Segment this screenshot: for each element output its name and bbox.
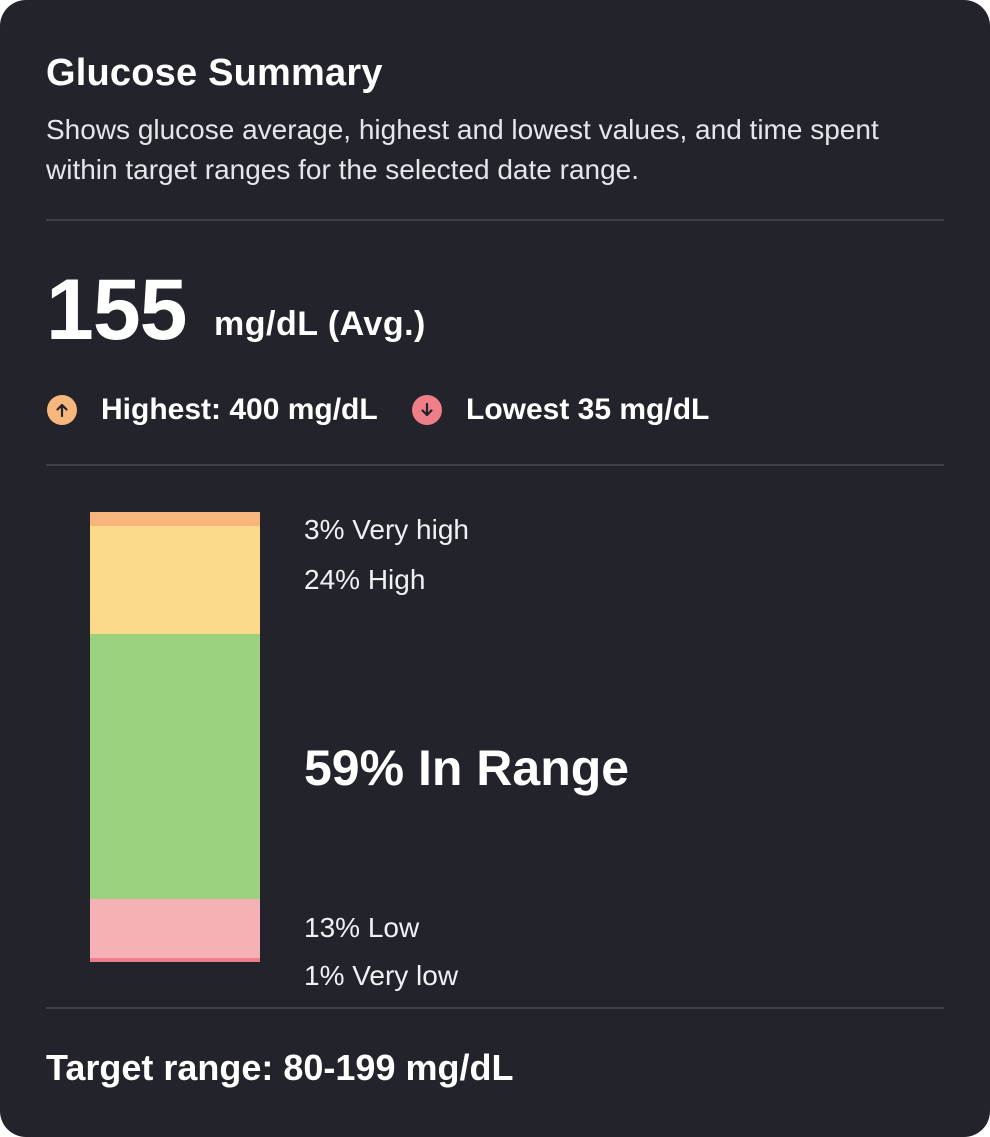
- card-title: Glucose Summary: [46, 52, 383, 94]
- bar-segment-high: [90, 525, 260, 634]
- highest-label: Highest: 400 mg/dL: [101, 393, 378, 426]
- range-label-very-high: 3% Very high: [304, 514, 469, 545]
- bar-segment-low: [90, 899, 260, 958]
- average-unit-label: mg/dL (Avg.): [214, 305, 426, 343]
- lowest-stat: Lowest 35 mg/dL: [412, 390, 709, 430]
- bar-segment-in-range: [90, 633, 260, 899]
- average-value: 155: [46, 262, 187, 358]
- range-label-low: 13% Low: [304, 912, 420, 943]
- range-label-high: 24% High: [304, 564, 426, 595]
- target-range-label: Target range: 80-199 mg/dL: [46, 1047, 514, 1088]
- bar-segment-very-low: [90, 957, 260, 962]
- divider: [46, 219, 944, 221]
- card-description: Shows glucose average, highest and lowes…: [46, 114, 879, 185]
- range-label-very-low: 1% Very low: [304, 960, 459, 991]
- arrow-down-icon: [412, 395, 442, 425]
- lowest-label: Lowest 35 mg/dL: [466, 393, 710, 426]
- bar-segment-very-high: [90, 512, 260, 526]
- divider: [46, 464, 944, 466]
- range-label-in-range: 59% In Range: [304, 740, 630, 796]
- arrow-up-icon: [47, 395, 77, 425]
- highest-stat: Highest: 400 mg/dL: [47, 390, 378, 430]
- divider: [46, 1007, 944, 1009]
